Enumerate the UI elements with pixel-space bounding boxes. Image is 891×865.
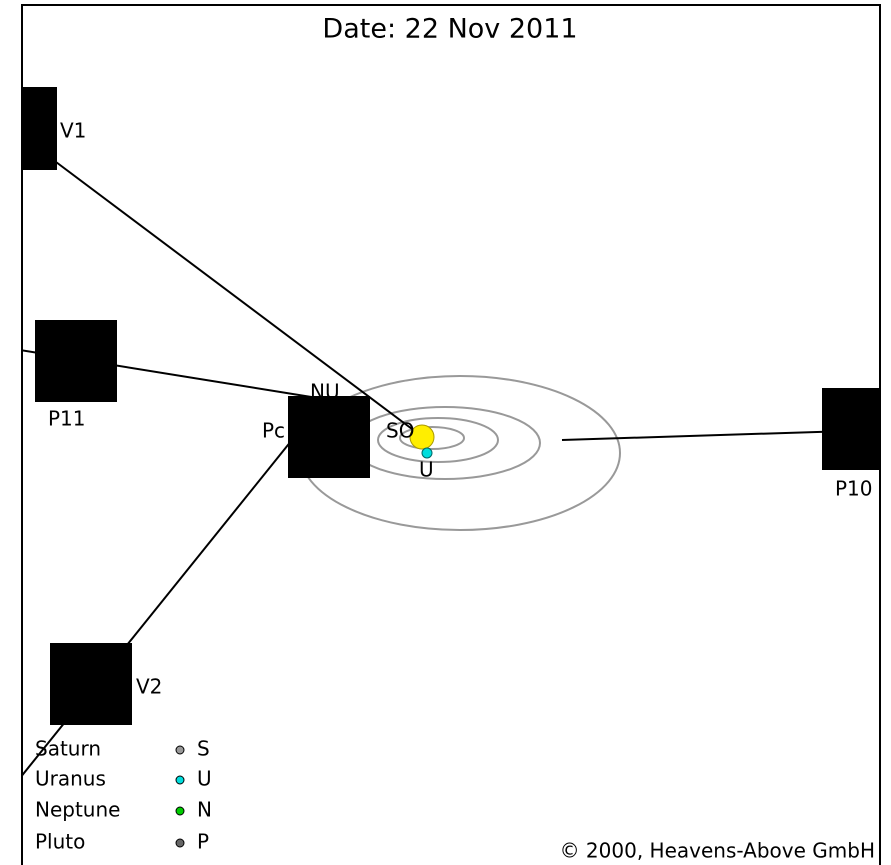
copyright: © 2000, Heavens-Above GmbH xyxy=(560,839,875,863)
probe-label: V2 xyxy=(136,675,162,699)
title: Date: 22 Nov 2011 xyxy=(322,14,577,45)
legend-symbol: S xyxy=(197,737,210,761)
legend-name: Uranus xyxy=(35,767,106,791)
planet xyxy=(422,448,432,458)
legend-dot xyxy=(176,746,184,754)
legend-name: Neptune xyxy=(35,798,120,822)
legend-symbol: N xyxy=(197,798,212,822)
probe-label: P10 xyxy=(835,477,873,501)
legend-dot xyxy=(176,839,184,847)
legend-name: Pluto xyxy=(35,830,85,854)
planet-label: SO xyxy=(386,419,414,443)
probe-marker xyxy=(288,396,370,478)
probe-marker xyxy=(50,643,132,725)
legend-symbol: U xyxy=(197,767,212,791)
diagram: V1 P11 P10 V2 NU Pc SO U Date: 22 Nov 20… xyxy=(0,0,891,865)
planet-label: NU xyxy=(310,380,340,404)
planet-label: U xyxy=(419,458,434,482)
planet-label: Pc xyxy=(262,419,285,443)
legend-dot xyxy=(176,776,184,784)
probe-marker xyxy=(35,320,117,402)
probe-label: V1 xyxy=(60,119,86,143)
legend-dot xyxy=(176,807,184,815)
legend-symbol: P xyxy=(197,830,209,854)
legend-name: Saturn xyxy=(35,737,101,761)
background xyxy=(0,0,891,865)
probe-label: P11 xyxy=(48,407,86,431)
